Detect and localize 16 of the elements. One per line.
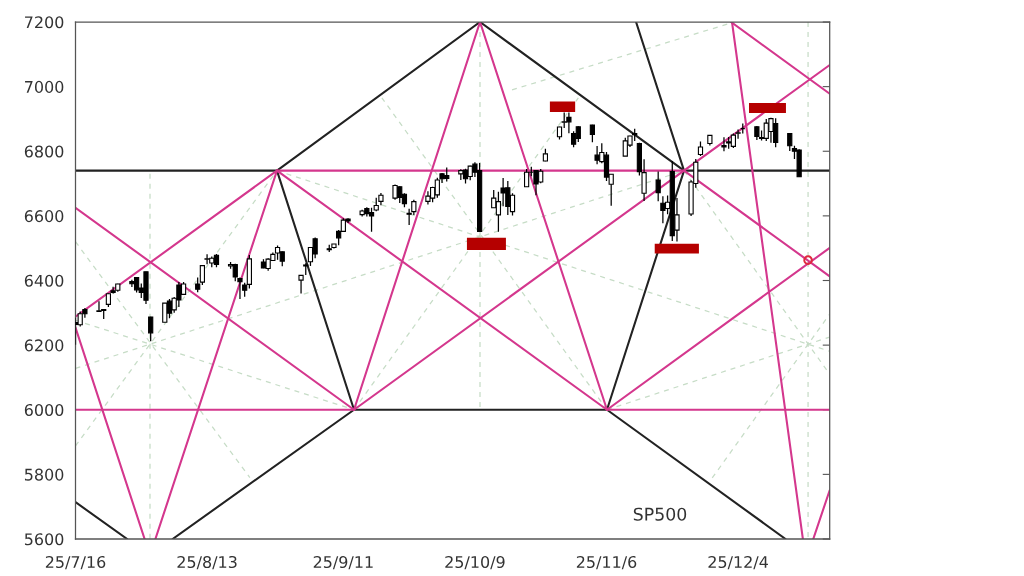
y-tick-label: 6000 — [24, 403, 64, 417]
y-tick-label: 5600 — [24, 533, 64, 546]
x-tick-label: 25/9/11 — [313, 555, 373, 570]
x-tick-label: 25/10/9 — [445, 555, 505, 570]
x-tick-label: 25/11/6 — [576, 555, 637, 570]
y-tick-label: 6400 — [24, 274, 64, 287]
y-tick-label: 7200 — [25, 16, 64, 29]
y-tick-label: 6200 — [24, 339, 64, 352]
x-tick-label: 25/12/4 — [708, 555, 768, 570]
annotation: SP500 — [633, 507, 687, 521]
y-tick-label: 5800 — [24, 468, 64, 481]
y-tick-label: 6800 — [24, 145, 64, 158]
x-tick-label: 25/8/13 — [177, 555, 237, 570]
y-tick-label: 6600 — [24, 210, 64, 223]
x-tick-label: 25/7/16 — [45, 555, 106, 570]
y-tick-label: 7000 — [25, 80, 64, 93]
